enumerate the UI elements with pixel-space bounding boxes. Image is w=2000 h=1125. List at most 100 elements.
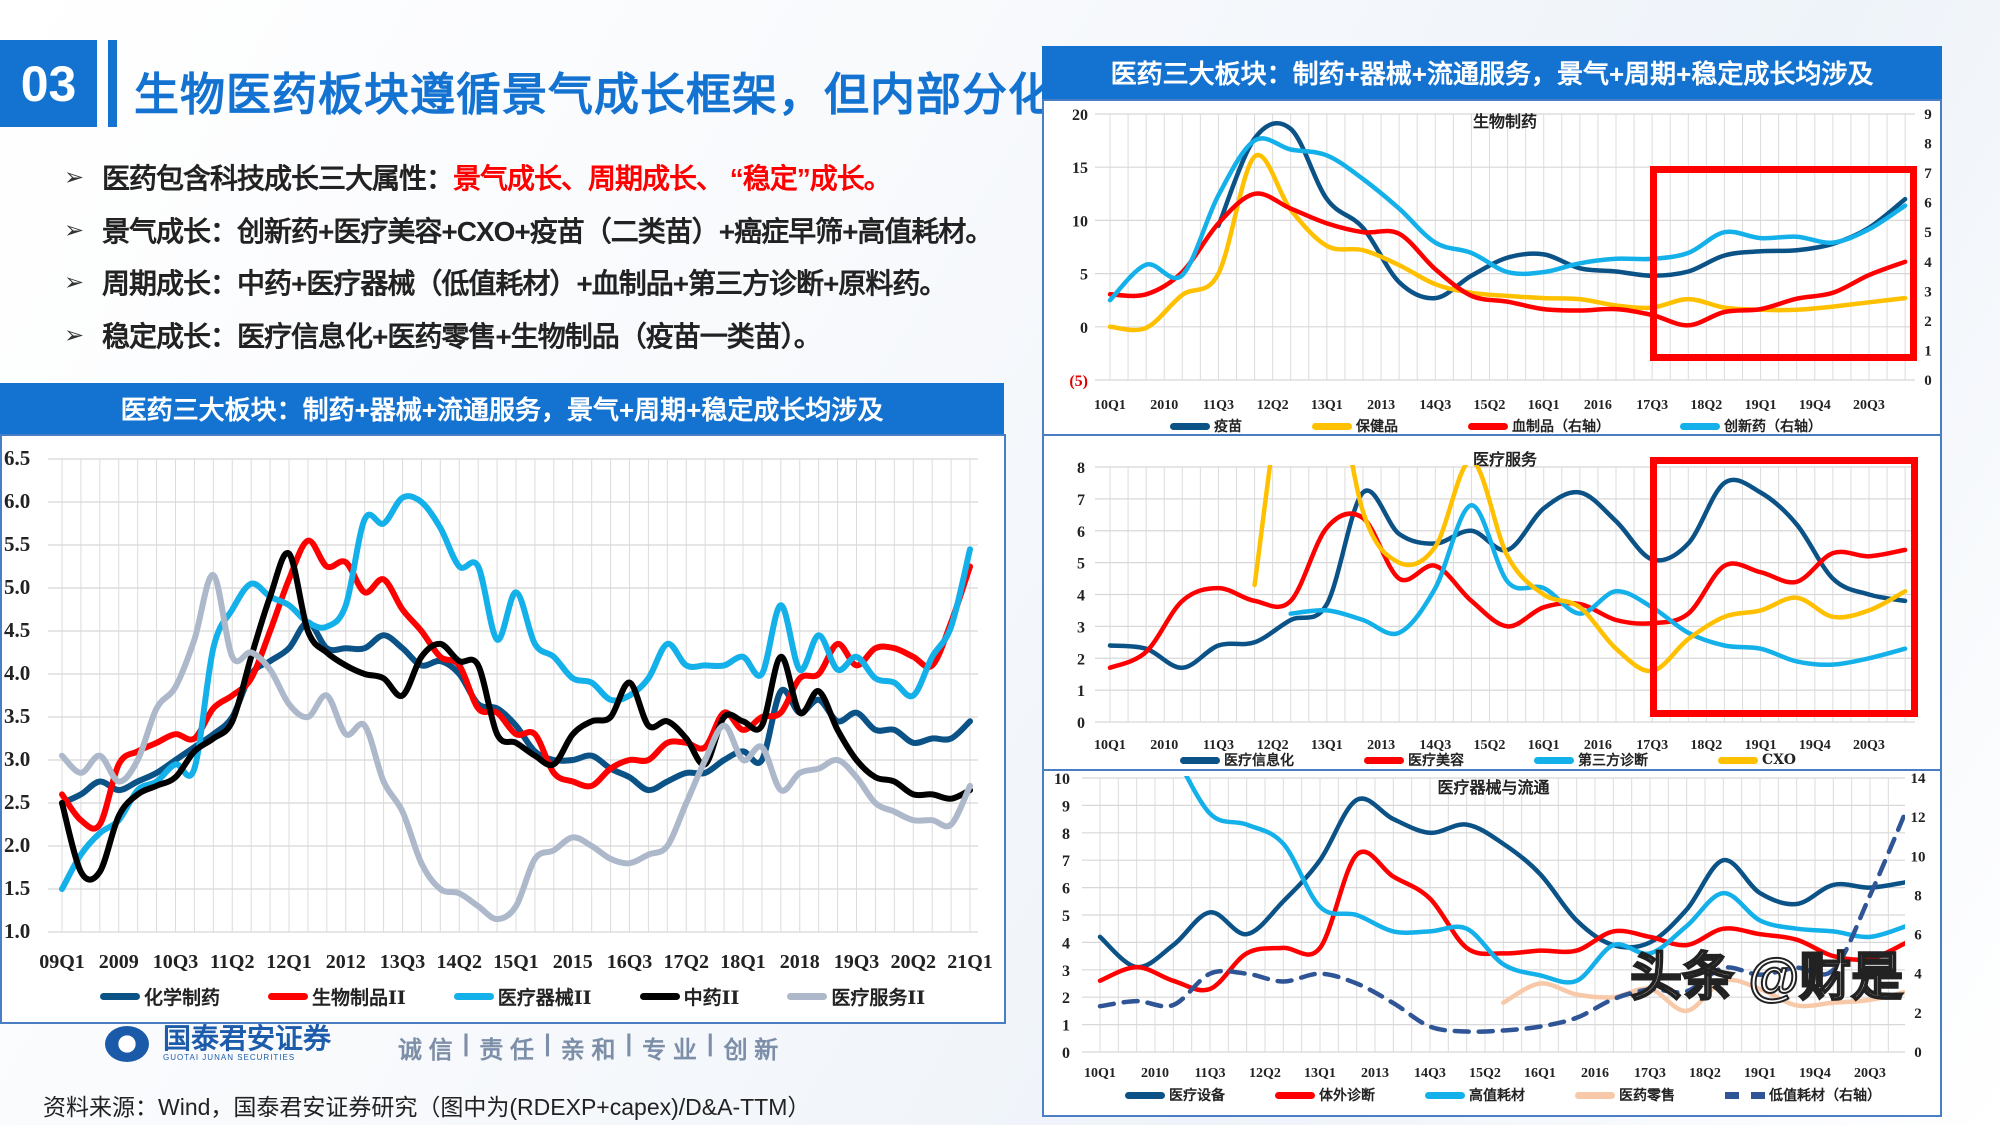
- legend-item: 医疗信息化: [1180, 750, 1294, 770]
- right-chart-banner: 医药三大板块：制药+器械+流通服务，景气+周期+稳定成长均涉及: [1042, 46, 1942, 99]
- y-tick-label: 0: [1080, 320, 1088, 337]
- series-line-2: [1107, 191, 1908, 328]
- legend-label: 低值耗材（右轴）: [1769, 1088, 1881, 1104]
- series-line-2: [59, 493, 973, 892]
- x-tick-label: 16Q1: [1528, 738, 1560, 753]
- series-line-0: [1107, 477, 1908, 671]
- logo-name-cn: 国泰君安证券: [163, 1023, 332, 1054]
- x-tick-label: 18Q2: [1690, 738, 1722, 753]
- chart-1: (5) 0 5 10 15 20 0 1 2 3 4 5 6 7 8 9 10Q1 2010 11Q3 12Q2 13Q…: [1069, 107, 1932, 413]
- y-right-tick-label: 6: [1914, 928, 1922, 944]
- x-tick-label: 11Q3: [1194, 1066, 1225, 1081]
- legend-swatch: [1725, 1091, 1765, 1099]
- legend-item: 医疗美容: [1364, 750, 1464, 770]
- chart-legend: 疫苗 保健品 血制品（右轴） 创新药（右轴）: [1170, 416, 1822, 436]
- legend-swatch: [100, 993, 140, 1000]
- series-line-4: [59, 572, 973, 923]
- y-right-tick-label: 0: [1914, 1045, 1922, 1061]
- y-tick-label: 1.0: [4, 919, 30, 943]
- y-tick-label: 2: [1077, 651, 1085, 668]
- x-tick-label: 19Q4: [1799, 398, 1831, 413]
- bullet-item: ➢ 稳定成长：医疗信息化+医药零售+生物制品（疫苗一类苗）。: [64, 315, 822, 355]
- legend-swatch: [1575, 1091, 1615, 1099]
- bullet-item: ➢ 医药包含科技成长三大属性： 景气成长、周期成长、 “稳定”成长。: [64, 157, 892, 197]
- legend-swatch: [1275, 1091, 1315, 1099]
- y-right-tick-label: 2: [1914, 1006, 1922, 1022]
- slogan-item: 专 业: [642, 1037, 697, 1064]
- legend-label: 体外诊断: [1319, 1088, 1375, 1104]
- x-tick-label: 11Q3: [1203, 398, 1234, 413]
- x-tick-label: 2018: [780, 951, 820, 973]
- y-tick-label: 2: [1062, 990, 1070, 1007]
- y-right-tick-label: 14: [1911, 771, 1927, 787]
- legend-label: 高值耗材: [1469, 1088, 1525, 1104]
- y-right-tick-label: 2: [1924, 314, 1932, 330]
- legend-swatch: [1680, 422, 1720, 430]
- x-tick-label: 18Q1: [720, 951, 766, 973]
- x-tick-label: 15Q1: [493, 951, 539, 973]
- legend-item: 高值耗材: [1425, 1085, 1525, 1105]
- x-tick-label: 12Q1: [266, 951, 312, 973]
- legend-label: 医疗服务II: [831, 987, 926, 1009]
- bullet-text: 周期成长：中药+医疗器械（低值耗材）+血制品+第三方诊断+原料药。: [102, 268, 947, 299]
- legend-item: 创新药（右轴）: [1680, 416, 1822, 436]
- legend-item: 第三方诊断: [1534, 750, 1648, 770]
- slogan-item: 诚 信: [398, 1037, 453, 1064]
- x-tick-label: 20Q3: [1853, 398, 1885, 413]
- y-tick-label: 6.5: [4, 446, 30, 470]
- legend-swatch: [1364, 756, 1404, 764]
- highlight-box: [1650, 457, 1918, 717]
- x-tick-label: 11Q2: [210, 951, 254, 973]
- legend-swatch: [787, 993, 828, 1000]
- legend-label: 医疗信息化: [1224, 753, 1294, 769]
- slogan-item: 亲 和: [560, 1037, 616, 1064]
- series-line-1: [1107, 511, 1908, 671]
- y-tick-label: 2.5: [4, 790, 30, 814]
- y-tick-label: 5: [1080, 267, 1088, 284]
- legend-label: 化学制药: [144, 987, 221, 1009]
- x-tick-label: 14Q3: [1419, 738, 1451, 753]
- series-line-0: [59, 619, 973, 806]
- series-line-4: [1097, 807, 1905, 1034]
- x-tick-label: 13Q1: [1311, 738, 1343, 753]
- legend-item: 保健品: [1312, 416, 1398, 436]
- section-number: 03: [0, 40, 97, 127]
- x-tick-label: 19Q3: [834, 951, 880, 973]
- series-line-2: [1183, 776, 1905, 985]
- x-tick-label: 13Q1: [1304, 1066, 1336, 1081]
- y-tick-label: 6: [1062, 881, 1070, 898]
- x-tick-label: 11Q3: [1203, 738, 1234, 753]
- legend-item: 中药II: [639, 983, 739, 1010]
- legend-item: 体外诊断: [1275, 1085, 1375, 1105]
- bullet-text: 医药包含科技成长三大属性：: [102, 163, 454, 194]
- y-tick-label: 4.0: [4, 661, 30, 685]
- arrow-bullet-icon: ➢: [64, 321, 84, 349]
- source-note: 资料来源：Wind，国泰君安证券研究（图中为(RDEXP+capex)/D&A-…: [43, 1094, 811, 1120]
- x-tick-label: 2013: [1367, 738, 1395, 753]
- y-tick-label: 0: [1077, 715, 1085, 732]
- series-group: [1097, 776, 1905, 1034]
- legend-item: CXO: [1718, 750, 1796, 770]
- y-tick-label: 1: [1062, 1018, 1070, 1035]
- x-tick-label: 14Q3: [1414, 1066, 1446, 1081]
- x-tick-label: 14Q3: [1419, 398, 1451, 413]
- y-right-tick-label: 4: [1914, 967, 1922, 983]
- y-tick-label: 20: [1072, 107, 1088, 124]
- y-tick-label: 7: [1077, 492, 1085, 509]
- page-title: 生物医药板块遵循景气成长框架，但内部分化: [134, 69, 1055, 120]
- y-tick-label: 4: [1077, 588, 1085, 605]
- y-right-tick-label: 8: [1914, 888, 1922, 904]
- y-right-tick-label: 9: [1924, 107, 1932, 123]
- y-right-tick-label: 6: [1924, 196, 1932, 212]
- legend-label: 保健品: [1356, 419, 1398, 435]
- series-line-2: [1288, 503, 1908, 667]
- legend-label: 第三方诊断: [1578, 753, 1648, 769]
- slogan: 诚 信 | 责 任 | 亲 和 | 专 业 | 创 新: [398, 1030, 778, 1065]
- chart-2: 0 1 2 3 4 5 6 7 8 10Q1 2010 11Q3 12Q2 13Q1 2013 14Q3 15Q…: [1077, 450, 1915, 753]
- y-tick-label: 4: [1062, 935, 1070, 952]
- legend-label: 医疗器械II: [497, 987, 592, 1009]
- x-tick-label: 13Q3: [380, 951, 426, 973]
- slogan-item: 责 任: [479, 1037, 535, 1064]
- x-tick-label: 18Q2: [1690, 398, 1722, 413]
